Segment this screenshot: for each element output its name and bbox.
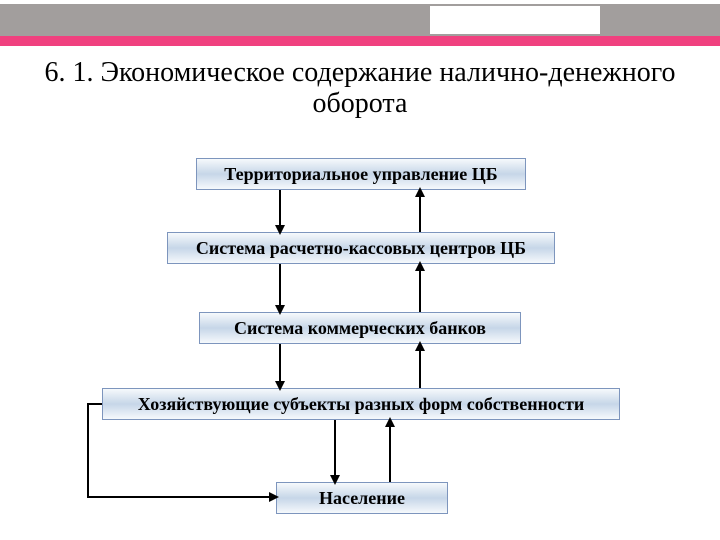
- top-banner: [0, 0, 720, 46]
- banner-white-gap: [430, 6, 600, 34]
- slide-title: 6. 1. Экономическое содержание налично-д…: [30, 58, 690, 120]
- node-rkc-system: Система расчетно-кассовых центров ЦБ: [167, 232, 555, 264]
- node-economic-entities: Хозяйствующие субъекты разных форм собст…: [102, 388, 620, 420]
- node-population: Население: [276, 482, 448, 514]
- node-territorial-cb: Территориальное управление ЦБ: [196, 158, 526, 190]
- banner-grey-bar: [0, 4, 720, 36]
- slide: 6. 1. Экономическое содержание налично-д…: [0, 0, 720, 540]
- banner-pink-bar: [0, 36, 720, 46]
- node-commercial-banks: Система коммерческих банков: [199, 312, 521, 344]
